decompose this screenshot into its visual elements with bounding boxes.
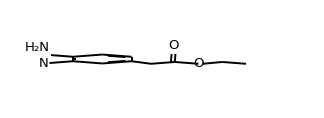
Text: O: O xyxy=(193,57,204,70)
Text: H₂N: H₂N xyxy=(24,41,49,54)
Text: N: N xyxy=(39,57,49,70)
Text: O: O xyxy=(168,39,179,52)
